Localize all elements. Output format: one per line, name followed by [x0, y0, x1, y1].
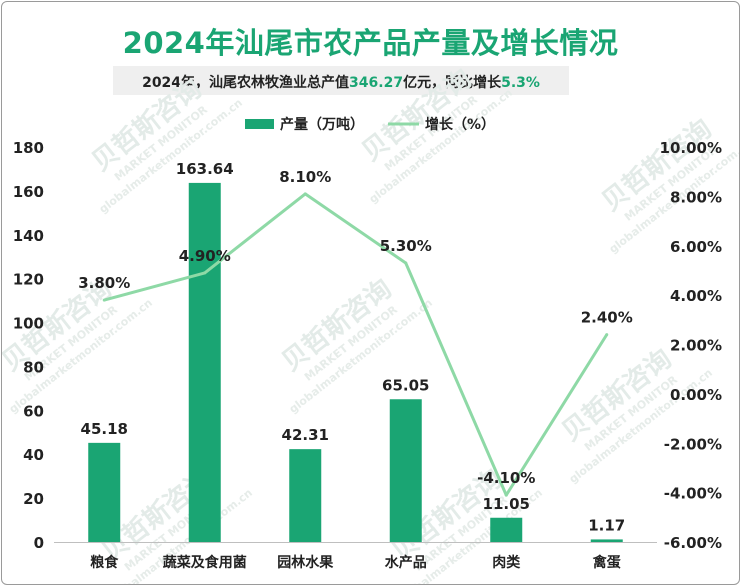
right-tick-label: 8.00% — [670, 188, 722, 206]
line-point — [303, 192, 307, 196]
line-point — [102, 298, 106, 302]
bar — [88, 442, 121, 542]
category-label: 禽蛋 — [592, 554, 621, 571]
subtitle-prefix: 2024年，汕尾农林牧渔业总产值 — [142, 75, 350, 91]
right-tick-label: 6.00% — [670, 238, 722, 256]
line-point — [605, 333, 609, 337]
left-tick-label: 100 — [13, 315, 44, 333]
category-label: 园林水果 — [277, 554, 334, 571]
right-tick-label: 2.00% — [670, 337, 722, 355]
bar — [490, 517, 523, 542]
category-label: 粮食 — [90, 554, 119, 571]
bar-series — [54, 182, 657, 543]
left-tick-label: 160 — [13, 183, 44, 201]
bar-value-label: 42.31 — [282, 426, 329, 444]
legend-bar-label: 产量（万吨） — [280, 116, 364, 133]
subtitle-mid: 亿元，同比增长 — [403, 75, 502, 91]
growth-value-label: 3.80% — [78, 274, 130, 292]
bar-value-label: 45.18 — [81, 420, 128, 438]
category-label: 肉类 — [492, 554, 521, 571]
left-tick-label: 60 — [23, 402, 44, 420]
legend-line-label: 增长（%） — [425, 116, 495, 133]
bar — [289, 449, 322, 542]
line-point — [404, 261, 408, 265]
bar-value-label: 1.17 — [588, 516, 625, 534]
legend: 产量（万吨） 增长（%） — [245, 116, 495, 133]
left-tick-label: 140 — [13, 227, 44, 245]
right-tick-label: -6.00% — [664, 534, 722, 552]
left-tick-label: 120 — [13, 271, 44, 289]
left-tick-label: 0 — [34, 534, 44, 552]
right-tick-label: -2.00% — [664, 435, 722, 453]
category-label: 蔬菜及食用菌 — [163, 554, 247, 571]
bar — [389, 399, 422, 542]
category-axis: 粮食 蔬菜及食用菌 园林水果 水产品 肉类 禽蛋 — [90, 554, 621, 571]
line-point — [504, 493, 508, 497]
bar — [590, 539, 623, 542]
subtitle-value: 346.27 — [349, 75, 404, 91]
data-labels: 45.18 163.64 42.31 65.05 11.05 1.17 3.80% 4.90%… — [78, 160, 633, 535]
right-tick-label: 4.00% — [670, 287, 722, 305]
line-series — [102, 192, 609, 497]
category-label: 水产品 — [385, 554, 427, 571]
growth-value-label: 5.30% — [380, 237, 432, 255]
left-axis: 0 20 40 60 80 100 120 140 160 180 — [13, 139, 44, 552]
subtitle-growth: 5.3% — [501, 75, 540, 91]
line-point — [203, 271, 207, 275]
bar — [188, 182, 221, 542]
growth-value-label: 2.40% — [581, 309, 633, 327]
left-tick-label: 180 — [13, 139, 44, 157]
bar-value-label: 11.05 — [483, 495, 530, 513]
chart-subtitle: 2024年，汕尾农林牧渔业总产值346.27亿元，同比增长5.3% — [113, 72, 569, 92]
bar-value-label: 163.64 — [176, 160, 234, 178]
growth-value-label: 8.10% — [279, 168, 331, 186]
subtitle-box: 2024年，汕尾农林牧渔业总产值346.27亿元，同比增长5.3% — [113, 66, 569, 95]
right-axis: -6.00% -4.00% -2.00% 0.00% 2.00% 4.00% 6.00% 8.… — [660, 139, 722, 552]
growth-line — [103, 192, 609, 497]
right-tick-label: 10.00% — [660, 139, 722, 157]
growth-value-label: -4.10% — [477, 469, 535, 487]
left-tick-label: 20 — [23, 490, 44, 508]
left-tick-label: 40 — [23, 446, 44, 464]
left-tick-label: 80 — [23, 358, 44, 376]
growth-value-label: 4.90% — [179, 247, 231, 265]
right-tick-label: -4.00% — [664, 485, 722, 503]
legend-bar-swatch — [245, 119, 274, 129]
bar-value-label: 65.05 — [382, 376, 429, 394]
right-tick-label: 0.00% — [670, 386, 722, 404]
chart-title: 2024年汕尾市农产品产量及增长情况 — [122, 26, 619, 60]
